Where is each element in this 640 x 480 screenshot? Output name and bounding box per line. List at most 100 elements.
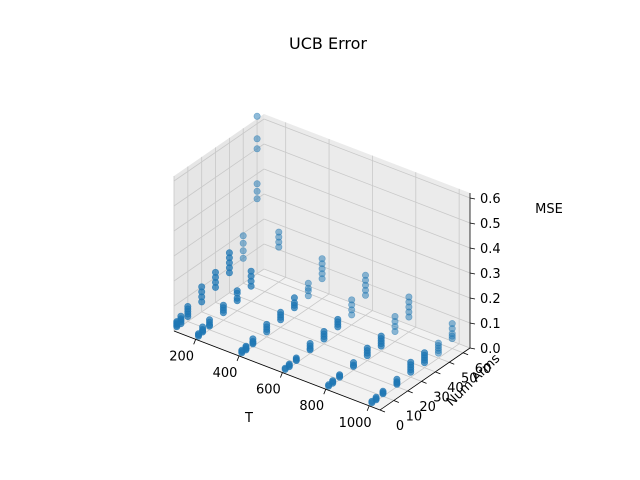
data-point [199,323,207,331]
data-point [405,293,413,301]
data-point [407,358,415,366]
data-point [253,135,261,143]
z-tick-label: 0.5 [480,217,501,232]
y-grid-floor [243,282,450,363]
data-point [393,375,401,383]
y-tick-label: 30 [433,390,450,405]
data-point [318,255,326,263]
data-point [253,145,261,153]
data-point [253,195,261,203]
x-tick-label: 200 [169,349,194,364]
y-tick-mark [407,390,413,394]
x-tick-mark [193,339,197,345]
data-point [239,247,247,255]
y-tick-mark [462,352,469,356]
x-tick-mark [323,389,327,395]
z-tick-label: 0.4 [480,242,501,257]
x-tick-mark [280,372,283,378]
z-grid-back [263,118,471,199]
data-point [219,301,227,309]
data-point [238,346,246,354]
y-tick-label: 60 [475,362,492,377]
y-tick-mark [393,400,399,403]
y-tick-label: 0 [396,419,404,434]
data-point [263,320,271,328]
z-grid-back [263,193,471,274]
z-grid-left [173,218,265,282]
data-point [391,312,399,320]
chart-title: UCB Error [289,34,367,53]
data-point [198,283,206,291]
z-grid-back [263,143,471,224]
y-tick-label: 40 [447,381,464,396]
z-tick-mark [469,347,476,350]
back-pane [264,114,470,348]
z-grid-left [173,118,265,182]
data-point [448,320,456,328]
data-point [348,296,356,304]
data-point [379,387,387,395]
data-point [275,228,283,236]
z-tick-mark [469,272,476,275]
left-pane [174,114,264,331]
z-tick-label: 0.6 [480,192,501,207]
data-point [253,180,261,188]
data-point [363,344,371,352]
data-point [184,302,192,310]
data-point [206,316,214,324]
x-tick-label: 1000 [339,416,372,431]
data-point [253,112,261,120]
z-tick-mark [469,322,476,325]
data-point [361,271,369,279]
data-point [304,279,312,287]
data-point [290,294,298,302]
z-grid-left [173,143,265,207]
y-tick-mark [421,381,427,384]
data-point [281,364,289,372]
data-point [225,249,233,257]
data-point [285,360,293,368]
y-tick-label: 50 [461,371,478,386]
z-grid-back [263,268,471,349]
data-point [292,354,300,362]
data-point [177,312,185,320]
data-point [239,239,247,247]
y-tick-mark [379,409,386,413]
data-point [325,381,333,389]
data-points [173,112,456,407]
data-point [320,327,328,335]
z-tick-mark [469,222,476,225]
x-tick-label: 400 [213,366,238,381]
data-point [212,268,220,276]
x-axis-line [173,330,381,411]
x-axis-label: T [244,411,253,426]
data-point [242,342,250,350]
z-grid-left [173,243,265,307]
y-grid-floor [201,311,408,392]
data-point [173,318,181,326]
z-tick-label: 0.2 [480,292,501,307]
x-tick-label: 600 [256,383,281,398]
z-tick-label: 0.3 [480,267,501,282]
z-tick-label: 0.1 [480,317,501,332]
data-point [434,339,442,347]
z-tick-mark [469,297,476,300]
z-grid-back [263,218,471,299]
data-point [368,397,376,405]
z-tick-label: 0.0 [480,342,501,357]
data-point [233,287,241,295]
data-point [253,187,261,195]
y-grid-floor [229,292,436,373]
y-tick-label: 10 [406,409,423,424]
data-point [336,371,344,379]
data-point [306,339,314,347]
y-grid-floor [215,302,422,382]
x-tick-mark [366,405,370,411]
data-point [420,349,428,357]
z-grid-left [173,168,265,232]
data-point [239,254,247,262]
data-point [349,359,357,367]
z-tick-mark [469,197,476,200]
